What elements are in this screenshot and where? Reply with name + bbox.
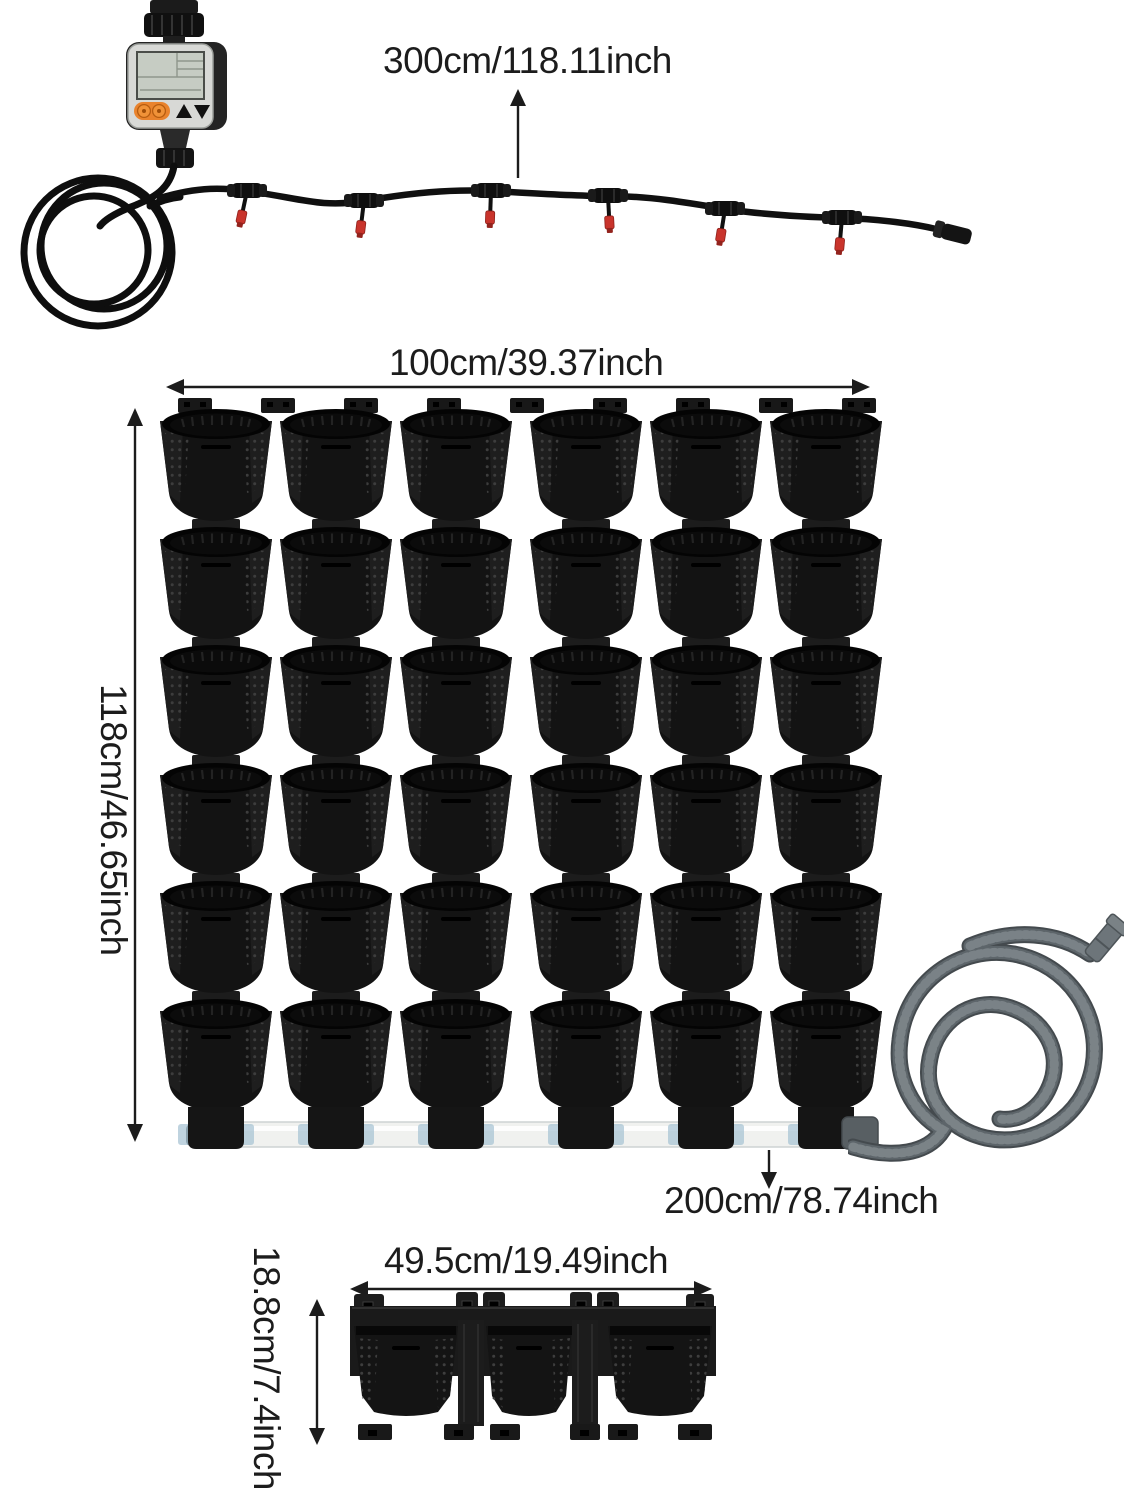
mist-nozzle-icon [604,200,615,234]
planter-pocket [528,879,644,995]
drain-tube-clamps [188,1107,854,1149]
planter-pocket [278,761,394,877]
module-height-label: 18.8cm/7.4inch [246,1246,287,1490]
drain-tube-icon [178,1107,879,1150]
planter-pocket [648,761,764,877]
planter-pocket [648,997,764,1113]
planter-pocket [398,997,514,1113]
planter-pocket [768,643,884,759]
planter-pocket [486,1326,572,1416]
planter-pocket [398,879,514,995]
planter-pocket [768,407,884,523]
module-pockets [354,1326,712,1416]
wall-pocket-grid [158,407,884,1113]
module-feet [358,1424,712,1440]
drip-line-length-arrow [510,89,526,178]
planter-pocket [278,997,394,1113]
corrugated-hose-icon [848,913,1124,1162]
planter-pocket [398,761,514,877]
mist-nozzle-icon [834,222,845,256]
timer-screen [136,51,205,100]
drip-tee-icon [822,210,862,256]
drain-hose-length-label: 200cm/78.74inch [664,1180,939,1221]
planter-pocket [648,643,764,759]
planter-pocket [528,997,644,1113]
wall-width-arrow [166,379,870,395]
drip-tee-icon [705,201,745,246]
planter-pocket [158,997,274,1113]
planter-pocket [278,407,394,523]
line-end-plug-icon [932,220,972,245]
planter-pocket [278,643,394,759]
wall-height-label: 118cm/46.65inch [93,684,134,956]
drip-tee-icon [588,188,628,234]
planter-pocket [158,525,274,641]
planter-pocket [158,407,274,523]
planter-pocket [648,879,764,995]
timer-tap-connector-icon [144,0,204,44]
vertical-planter-wall-icon [158,398,884,1150]
planter-pocket [648,525,764,641]
mist-nozzle-icon [355,205,367,238]
planter-pocket [158,761,274,877]
planter-pocket [398,407,514,523]
planter-pocket [768,525,884,641]
module-separators [458,1320,598,1426]
drip-irrigation-assembly [20,0,972,330]
drip-tee-icon [344,193,384,238]
planter-pocket [528,525,644,641]
water-timer-icon [126,42,227,130]
module-width-label: 49.5cm/19.49inch [384,1240,669,1281]
timer-dial-buttons [134,102,170,120]
planter-pocket [398,525,514,641]
drain-hose-length-arrow [761,1150,777,1189]
planter-pocket [528,407,644,523]
mist-nozzle-icon [715,213,727,246]
drip-line-length-label: 300cm/118.11inch [383,40,672,81]
planter-pocket [648,407,764,523]
planter-pocket [528,761,644,877]
planter-pocket [158,643,274,759]
planter-pocket [278,525,394,641]
planter-pocket [398,643,514,759]
three-pocket-module-icon [350,1292,716,1440]
planter-pocket [528,643,644,759]
timer-arrow-buttons [176,104,210,119]
coiled-tube-icon [20,162,184,330]
mist-nozzle-icon [485,195,496,229]
wall-mounting-tabs [178,398,876,413]
mist-nozzle-icon [235,195,248,228]
planter-pocket [354,1326,458,1416]
misting-line-icon [156,185,940,233]
planter-pocket [768,761,884,877]
timer-outlet-icon [156,130,194,168]
drip-tee-icon [227,183,267,228]
planter-pocket [158,879,274,995]
module-width-arrow [350,1281,712,1297]
module-height-arrow [309,1299,325,1445]
planter-pocket [278,879,394,995]
drip-tee-icon [471,183,511,229]
wall-height-arrow [127,408,143,1142]
wall-width-label: 100cm/39.37inch [389,342,664,383]
planter-pocket [608,1326,712,1416]
